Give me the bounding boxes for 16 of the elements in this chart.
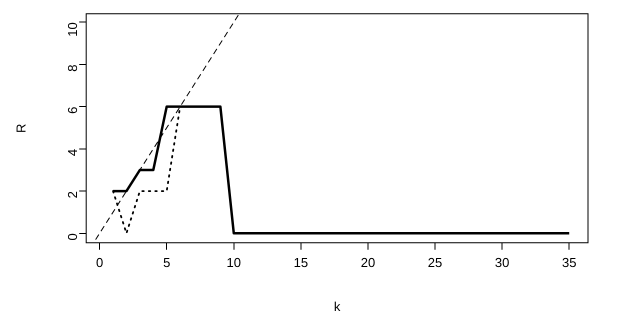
x-tick-label: 20	[360, 255, 376, 270]
y-tick-label: 0	[64, 233, 80, 241]
y-tick-label: 10	[64, 22, 80, 37]
x-axis-title: k	[334, 298, 341, 314]
y-tick-label: 6	[64, 106, 80, 114]
x-tick-label: 30	[494, 255, 510, 270]
x-tick-label: 0	[96, 255, 104, 270]
y-tick-label: 4	[64, 148, 80, 156]
y-tick-label: 2	[64, 191, 80, 198]
x-tick-label: 35	[562, 255, 576, 270]
y-axis-title: R	[13, 124, 28, 133]
x-tick-label: 5	[163, 255, 170, 270]
x-tick-label: 10	[226, 255, 242, 270]
x-tick-label: 25	[428, 255, 442, 270]
x-tick-label: 15	[294, 255, 308, 270]
y-tick-label: 8	[64, 64, 80, 72]
